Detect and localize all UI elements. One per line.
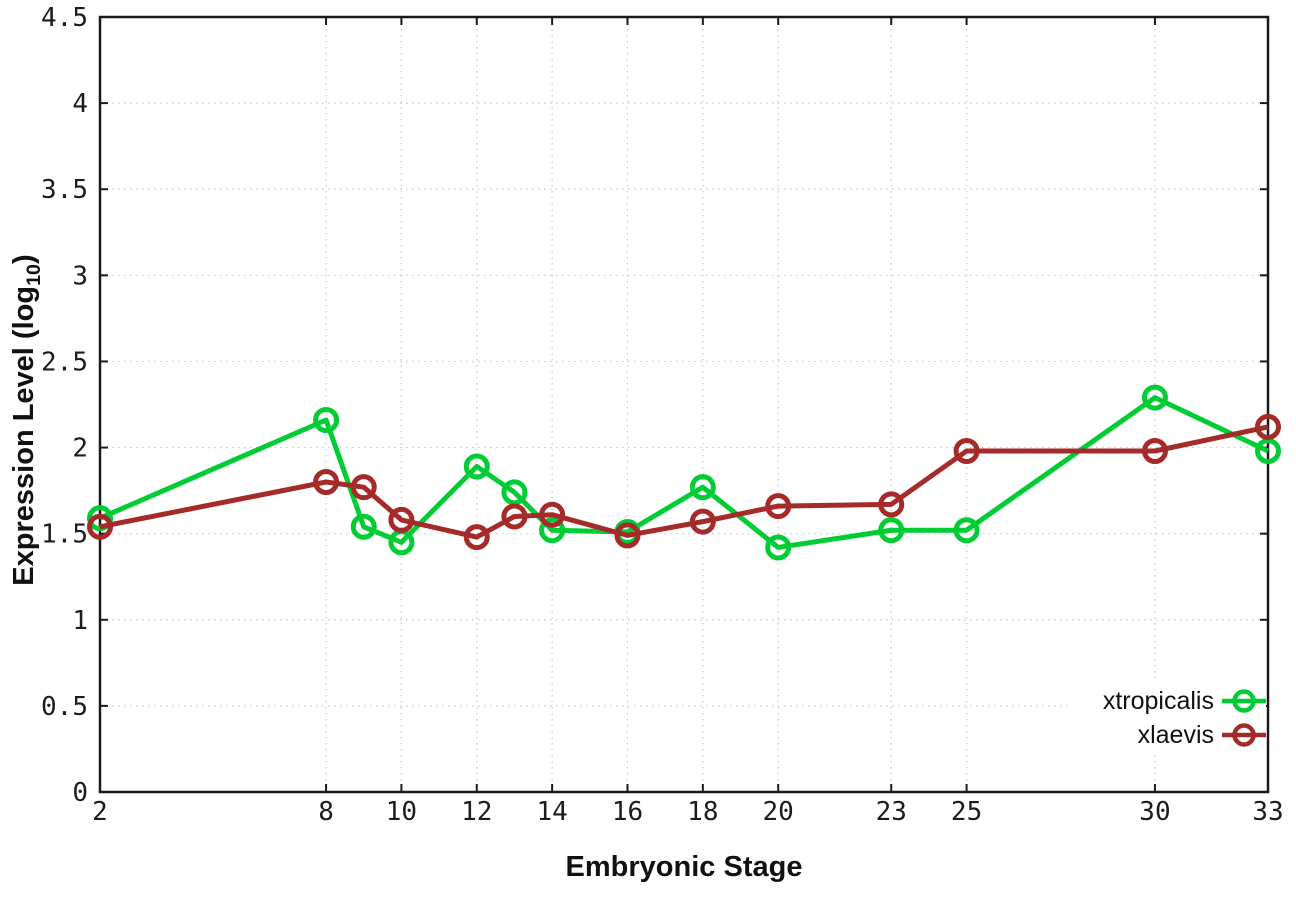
x-tick-label: 2 [92,797,108,827]
y-axis-title-end: ) [8,254,40,264]
data-point-xtropicalis [1141,384,1168,411]
x-tick-label: 23 [876,797,907,827]
data-point-xtropicalis [539,517,566,544]
data-point-xtropicalis [313,407,340,433]
y-axis-title-subscript: 10 [22,264,45,286]
data-point-xlaevis [878,491,905,518]
y-tick-label: 4 [72,89,88,119]
x-tick-label: 16 [612,797,643,827]
data-point-xtropicalis [765,534,792,561]
y-tick-label: 3 [72,261,88,291]
y-tick-label: 1 [72,606,88,636]
data-point-xtropicalis [1255,438,1281,464]
data-point-xtropicalis [501,479,528,506]
y-tick-label: 2 [72,434,88,464]
x-tick-label: 33 [1252,797,1283,827]
data-point-xlaevis [1255,413,1281,440]
data-point-xlaevis [313,469,340,495]
data-point-xtropicalis [689,474,716,501]
data-point-xtropicalis [463,453,490,480]
x-tick-label: 8 [318,797,334,827]
x-tick-label: 10 [386,797,417,827]
data-point-xlaevis [953,438,980,464]
y-tick-label: 0 [72,778,88,808]
y-tick-label: 4.5 [41,3,88,33]
data-point-xlaevis [463,524,490,551]
data-point-xtropicalis [953,517,980,544]
series-xtropicalis [87,384,1281,561]
x-tick-label: 25 [951,797,982,827]
legend-row-xlaevis: xlaevis [1072,720,1266,750]
data-point-xtropicalis [87,505,113,532]
data-point-xlaevis [539,501,566,528]
data-point-xlaevis [388,506,415,533]
data-point-xlaevis [350,474,377,501]
x-tick-label: 14 [536,797,567,827]
legend-label-xlaevis: xlaevis [1137,721,1214,749]
data-point-xtropicalis [878,517,905,544]
series-xlaevis [87,413,1281,551]
plot-border [98,15,1270,794]
data-point-xtropicalis [350,513,377,540]
data-point-xlaevis [689,508,716,535]
data-point-xlaevis [501,503,528,530]
y-axis-title-text: Expression Level (log [8,285,40,586]
data-point-xlaevis [765,493,792,520]
x-tick-label: 30 [1139,797,1170,827]
y-axis-title: Expression Level (log10) [8,190,48,650]
data-point-xlaevis [1141,438,1168,464]
x-tick-label: 12 [461,797,492,827]
y-tick-label: 3.5 [41,175,88,205]
y-tick-label: 2.5 [41,347,88,377]
legend-marker-xtropicalis-icon [1222,689,1266,713]
x-tick-label: 18 [687,797,718,827]
x-axis-title: Embryonic Stage [565,851,803,883]
legend-row-xtropicalis: xtropicalis [1072,686,1266,716]
legend-marker-xlaevis-icon [1222,723,1266,747]
y-tick-label: 1.5 [41,520,88,550]
legend-label-xtropicalis: xtropicalis [1102,687,1214,715]
x-tick-label: 20 [763,797,794,827]
data-point-xlaevis [614,522,641,549]
data-point-xlaevis [87,513,113,540]
legend: xtropicalis xlaevis [1072,684,1266,752]
y-tick-label: 0.5 [41,692,88,722]
